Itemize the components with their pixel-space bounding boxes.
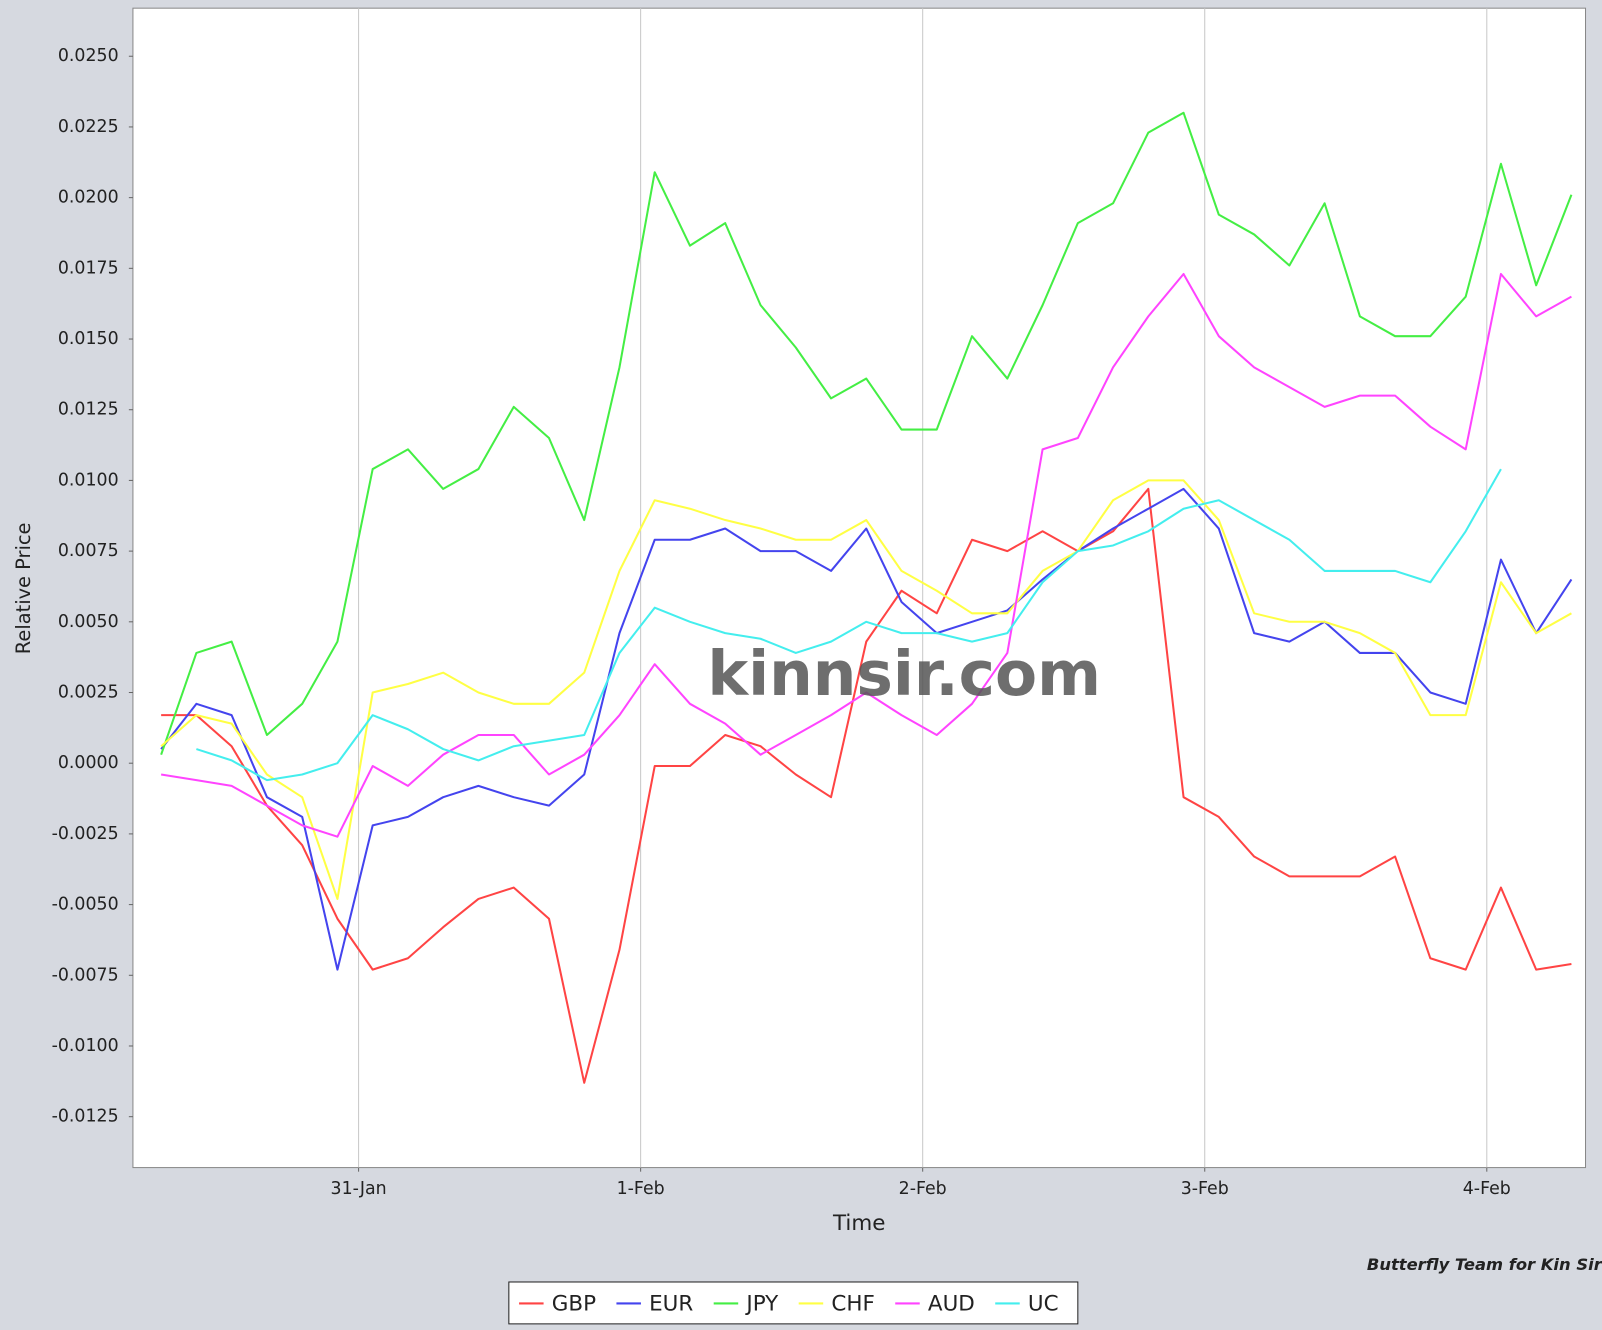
credit: Butterfly Team for Kin Sir bbox=[1367, 1255, 1602, 1274]
y-tick-label: 0.0025 bbox=[58, 683, 119, 703]
y-axis-label: Relative Price bbox=[12, 523, 35, 655]
legend-label: AUD bbox=[928, 1291, 975, 1316]
y-tick-label: -0.0075 bbox=[52, 965, 119, 985]
y-tick-label: 0.0125 bbox=[58, 400, 119, 420]
x-axis-label: Time bbox=[832, 1211, 885, 1236]
x-tick-label: 3-Feb bbox=[1181, 1179, 1229, 1199]
x-tick-label: 2-Feb bbox=[899, 1179, 947, 1199]
y-tick-label: 0.0000 bbox=[58, 753, 119, 773]
y-tick-label: 0.0200 bbox=[58, 188, 119, 208]
series-line bbox=[160, 272, 1572, 838]
y-tick-label: 0.0225 bbox=[58, 117, 119, 137]
y-tick-label: -0.0100 bbox=[52, 1036, 119, 1056]
y-tick-label: -0.0125 bbox=[52, 1107, 119, 1127]
y-tick-label: -0.0050 bbox=[52, 895, 119, 915]
y-tick-label: -0.0025 bbox=[52, 824, 119, 844]
x-tick-label: 4-Feb bbox=[1463, 1179, 1511, 1199]
legend-box bbox=[508, 1281, 1079, 1325]
legend: GBP EUR JPY CHF AUD UC bbox=[519, 1291, 1059, 1316]
series-line bbox=[161, 487, 1572, 1084]
y-tick-label: 0.0050 bbox=[58, 612, 119, 632]
legend-label: UC bbox=[1028, 1291, 1059, 1316]
series-line bbox=[160, 487, 1573, 971]
legend-label: JPY bbox=[744, 1291, 779, 1316]
series-line bbox=[160, 479, 1572, 900]
plot: 0.0250 0.0225 0.0200 0.0175 0.0150 0.0125 0.01… bbox=[52, 8, 1573, 1199]
y-tick-label: 0.0100 bbox=[58, 470, 119, 490]
x-tick-label: 1-Feb bbox=[617, 1179, 665, 1199]
watermark: kinnsir.com bbox=[707, 639, 1101, 710]
y-tick-label: 0.0175 bbox=[58, 258, 119, 278]
y-tick-label: 0.0150 bbox=[58, 329, 119, 349]
series-line bbox=[196, 468, 1502, 782]
series-line bbox=[160, 111, 1573, 756]
plot-area bbox=[132, 7, 1587, 1169]
legend-label: CHF bbox=[831, 1291, 874, 1316]
x-tick-label: 31-Jan bbox=[331, 1179, 387, 1199]
legend-label: GBP bbox=[552, 1291, 596, 1316]
y-tick-label: 0.0250 bbox=[58, 46, 119, 66]
y-tick-label: 0.0075 bbox=[58, 541, 119, 561]
legend-label: EUR bbox=[649, 1291, 693, 1316]
